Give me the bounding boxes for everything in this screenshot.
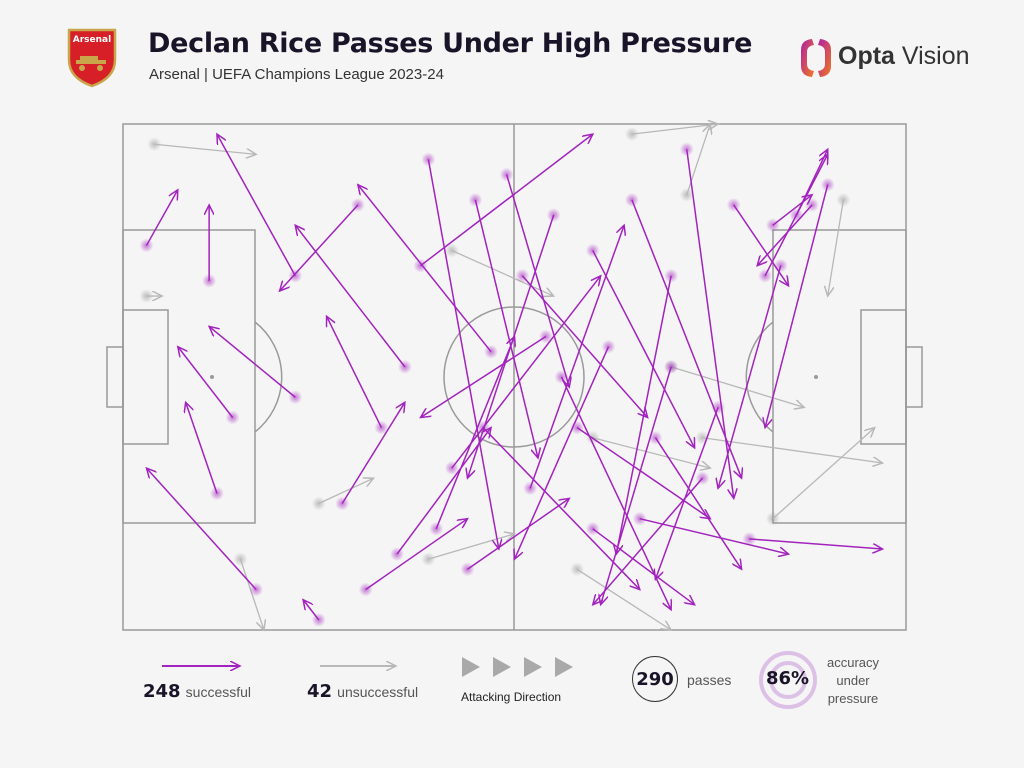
successful-count: 248 bbox=[143, 681, 181, 702]
successful-pass-arrow bbox=[765, 184, 829, 428]
successful-pass-arrow bbox=[749, 538, 882, 549]
successful-pass-arrow bbox=[420, 134, 593, 267]
successful-pass-arrow bbox=[474, 199, 538, 458]
opta-logo-icon bbox=[801, 39, 831, 77]
successful-pass-arrow bbox=[639, 517, 789, 554]
successful-pass-arrow bbox=[209, 326, 296, 398]
successful-pass-arrow bbox=[757, 204, 813, 266]
successful-pass-arrow bbox=[686, 149, 734, 498]
legend-successful-arrow bbox=[162, 656, 250, 676]
unsuccessful-pass-arrow bbox=[592, 437, 710, 468]
successful-pass-arrow bbox=[217, 134, 296, 277]
chart-title: Declan Rice Passes Under High Pressure bbox=[148, 28, 753, 59]
left-penalty-arc bbox=[254, 321, 283, 433]
unsuccessful-label: unsuccessful bbox=[337, 684, 419, 700]
right-penalty-spot bbox=[814, 375, 818, 379]
pitch-lines bbox=[106, 123, 923, 631]
brand-light: Vision bbox=[901, 42, 970, 70]
unsuccessful-pass-arrow bbox=[576, 568, 671, 630]
successful-pass-arrow bbox=[654, 437, 741, 570]
left-six-yard-box bbox=[122, 309, 169, 445]
successful-pass-arrow bbox=[560, 376, 671, 610]
unsuccessful-pass-arrow bbox=[428, 534, 514, 560]
successful-pass-arrow bbox=[358, 185, 492, 353]
successful-pass-arrow bbox=[427, 159, 498, 549]
successful-pass-arrow bbox=[515, 346, 610, 560]
accuracy-label-3: pressure bbox=[827, 691, 879, 706]
accuracy-rings-icon bbox=[759, 651, 817, 709]
successful-pass-arrow bbox=[655, 407, 719, 579]
unsuccessful-pass-arrow bbox=[631, 124, 718, 135]
attacking-direction-label: Attacking Direction bbox=[461, 690, 562, 704]
right-goal bbox=[905, 346, 923, 408]
successful-pass-arrow bbox=[146, 468, 257, 591]
unsuccessful-pass-arrow bbox=[154, 143, 256, 154]
successful-pass-arrow bbox=[467, 498, 570, 570]
successful-pass-arrow bbox=[435, 337, 514, 530]
successful-pass-arrow bbox=[601, 366, 672, 605]
successful-pass-arrow bbox=[529, 225, 624, 489]
successful-pass-arrow bbox=[592, 528, 695, 605]
successful-pass-arrow bbox=[764, 154, 828, 277]
accuracy-value: 86% bbox=[766, 668, 810, 689]
successful-pass-arrow bbox=[592, 250, 695, 448]
unsuccessful-pass-arrow bbox=[702, 437, 882, 463]
successful-pass-arrow bbox=[521, 275, 647, 418]
right-penalty-area bbox=[772, 229, 907, 524]
successful-pass-arrow bbox=[451, 276, 601, 469]
successful-pass-arrow bbox=[145, 190, 177, 246]
left-penalty-spot bbox=[210, 375, 214, 379]
brand-strong: Opta bbox=[838, 42, 895, 70]
successful-pass-arrow bbox=[341, 402, 405, 504]
unsuccessful-pass-arrow bbox=[670, 366, 804, 407]
successful-pass-arrow bbox=[421, 335, 547, 418]
unsuccessful-pass-arrow bbox=[828, 199, 845, 296]
successful-pass-arrow bbox=[295, 225, 406, 368]
passes-count-badge: 290 bbox=[632, 656, 678, 702]
right-six-yard-box bbox=[860, 309, 907, 445]
unsuccessful-pass-arrow bbox=[451, 249, 554, 297]
unsuccessful-count: 42 bbox=[307, 681, 333, 702]
successful-pass-arrow bbox=[365, 519, 468, 591]
successful-label: successful bbox=[185, 684, 252, 700]
accuracy-label-1: accuracy bbox=[826, 655, 880, 670]
successful-pass-arrow bbox=[631, 199, 742, 478]
passes-label: passes bbox=[687, 672, 732, 688]
successful-pass-arrow bbox=[327, 316, 383, 428]
passes-count: 290 bbox=[636, 668, 674, 690]
chart-subtitle: Arsenal | UEFA Champions League 2023-24 bbox=[149, 66, 444, 83]
successful-pass-arrow bbox=[772, 195, 812, 226]
legend-unsuccessful-arrow bbox=[320, 656, 408, 676]
center-circle bbox=[443, 306, 585, 448]
left-penalty-area bbox=[122, 229, 256, 524]
successful-pass-arrow bbox=[482, 427, 640, 590]
left-goal bbox=[106, 346, 124, 408]
successful-pass-arrow bbox=[718, 265, 782, 489]
arsenal-crest-logo: Arsenal bbox=[66, 26, 118, 88]
successful-pass-arrow bbox=[303, 600, 320, 621]
svg-text:Arsenal: Arsenal bbox=[73, 35, 111, 45]
successful-pass-arrow bbox=[280, 204, 359, 291]
opta-vision-logo: Opta Vision bbox=[798, 36, 988, 80]
successful-pass-arrow bbox=[505, 174, 570, 388]
unsuccessful-pass-arrow bbox=[772, 428, 875, 520]
accuracy-label-2: under bbox=[836, 673, 870, 688]
successful-pass-arrow bbox=[186, 402, 218, 494]
unsuccessful-pass-arrow bbox=[686, 124, 710, 196]
successful-pass-arrow bbox=[396, 428, 491, 555]
attacking-direction-icon bbox=[462, 657, 573, 677]
unsuccessful-pass-arrow bbox=[318, 478, 374, 505]
successful-pass-arrow bbox=[178, 347, 234, 418]
successful-pass-arrow bbox=[576, 426, 710, 519]
